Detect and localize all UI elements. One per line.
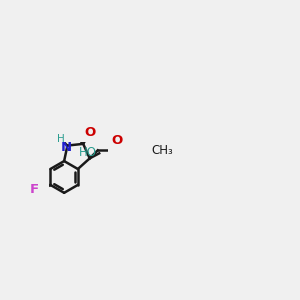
- Text: F: F: [30, 184, 39, 196]
- Text: O: O: [84, 126, 95, 139]
- Text: H: H: [58, 134, 65, 144]
- Text: HO: HO: [79, 146, 97, 159]
- Text: N: N: [61, 141, 72, 154]
- Text: O: O: [111, 134, 123, 147]
- Text: CH₃: CH₃: [152, 144, 173, 157]
